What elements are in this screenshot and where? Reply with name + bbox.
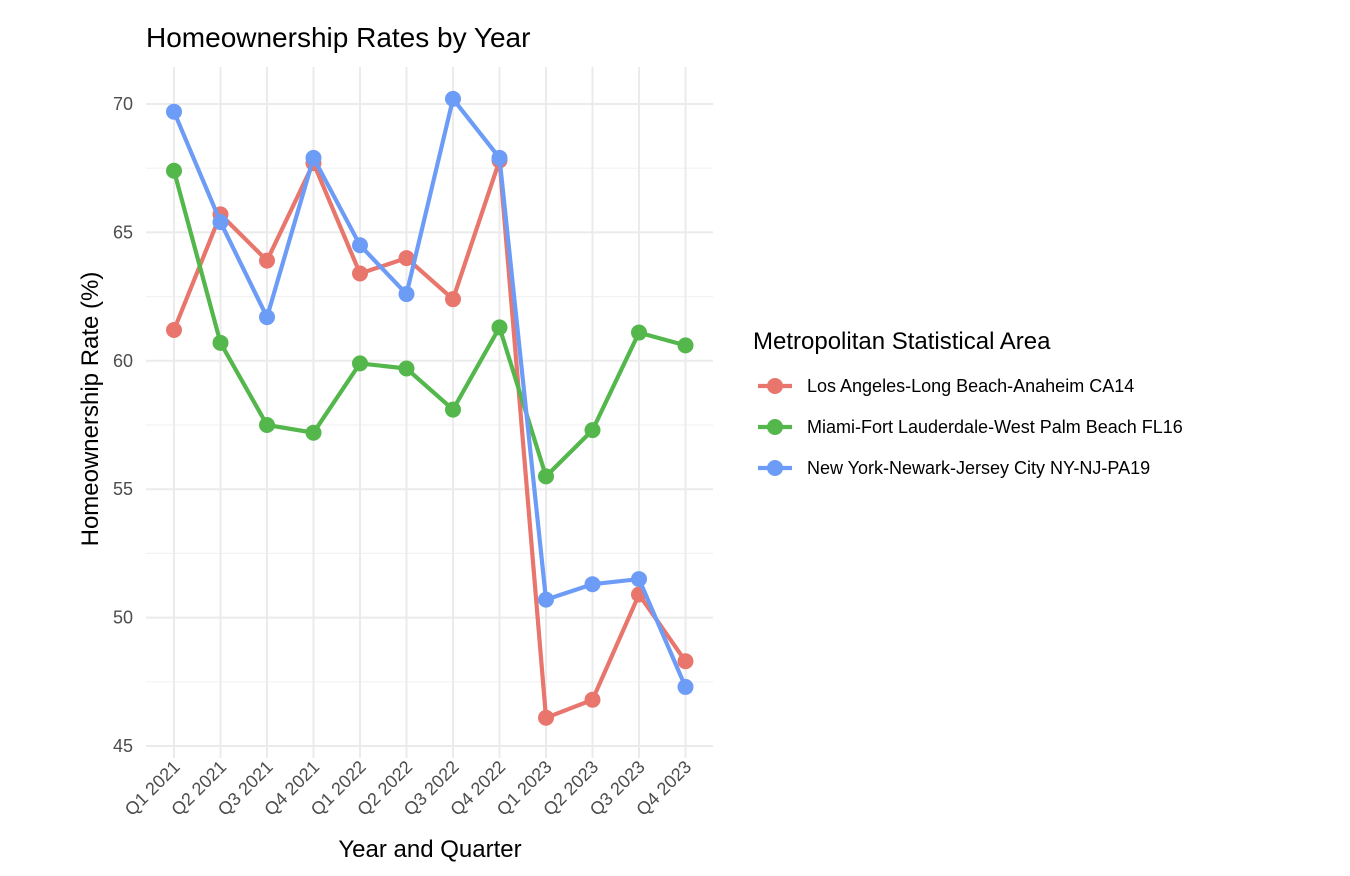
- data-point: [305, 149, 322, 166]
- data-point: [584, 576, 601, 593]
- legend-item: New York-Newark-Jersey City NY-NJ-PA19: [758, 458, 1150, 478]
- legend-key-point: [767, 378, 783, 394]
- series-line: [171, 158, 688, 720]
- data-point: [398, 286, 415, 303]
- data-point: [491, 319, 508, 336]
- y-tick-label: 60: [113, 351, 133, 371]
- data-point: [259, 252, 275, 269]
- data-point: [677, 678, 694, 695]
- data-point: [677, 653, 694, 670]
- legend-key-point: [767, 419, 783, 435]
- y-tick-label: 55: [113, 479, 133, 499]
- data-point: [584, 691, 601, 708]
- data-point: [352, 265, 368, 282]
- legend-item: Miami-Fort Lauderdale-West Palm Beach FL…: [758, 417, 1183, 437]
- series-group: [166, 162, 694, 485]
- grid-lines: [146, 67, 713, 758]
- data-point: [259, 309, 275, 326]
- legend-item: Los Angeles-Long Beach-Anaheim CA14: [758, 376, 1134, 396]
- data-point: [352, 355, 368, 372]
- data-point: [445, 401, 461, 418]
- y-axis-title: Homeownership Rate (%): [77, 272, 104, 547]
- y-tick-label: 70: [113, 94, 133, 114]
- data-point: [212, 334, 229, 351]
- data-point: [166, 321, 182, 338]
- data-point: [538, 591, 554, 608]
- legend: Metropolitan Statistical Area Los Angele…: [753, 328, 1183, 478]
- data-point: [445, 90, 461, 107]
- y-tick-label: 65: [113, 222, 133, 242]
- data-point: [631, 324, 647, 341]
- data-point: [212, 214, 229, 231]
- legend-title: Metropolitan Statistical Area: [753, 328, 1051, 355]
- data-point: [352, 237, 368, 254]
- data-point: [538, 709, 554, 726]
- data-point: [538, 468, 554, 485]
- data-point: [166, 162, 182, 179]
- data-point: [398, 250, 415, 267]
- series-line: [171, 168, 688, 479]
- data-point: [584, 422, 601, 439]
- legend-key-point: [767, 460, 783, 476]
- series-lines: [166, 90, 694, 726]
- series-group: [166, 90, 694, 695]
- data-point: [166, 103, 182, 120]
- data-point: [259, 417, 275, 433]
- legend-label: Los Angeles-Long Beach-Anaheim CA14: [807, 376, 1134, 396]
- legend-label: New York-Newark-Jersey City NY-NJ-PA19: [807, 458, 1150, 478]
- y-tick-labels: 45 50 55 60 65 70: [113, 94, 133, 756]
- series-group: [166, 152, 694, 726]
- y-tick-label: 50: [113, 608, 133, 628]
- chart-title: Homeownership Rates by Year: [146, 22, 530, 53]
- data-point: [305, 424, 322, 441]
- data-point: [445, 291, 461, 308]
- y-tick-label: 45: [113, 736, 133, 756]
- legend-label: Miami-Fort Lauderdale-West Palm Beach FL…: [807, 417, 1183, 437]
- data-point: [677, 337, 694, 354]
- data-point: [491, 149, 508, 166]
- data-point: [398, 360, 415, 377]
- data-point: [631, 571, 647, 588]
- legend-items: Los Angeles-Long Beach-Anaheim CA14 Miami…: [758, 376, 1183, 478]
- x-axis-title: Year and Quarter: [338, 836, 521, 863]
